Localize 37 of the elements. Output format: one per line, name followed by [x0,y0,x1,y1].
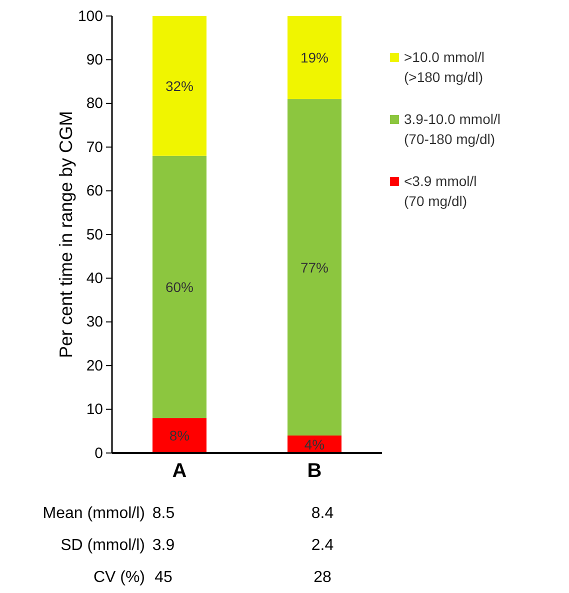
data-label: 77% [300,259,329,276]
y-tick-label: 50 [86,226,103,244]
data-label: 19% [300,50,329,66]
x-tick-label: A [172,460,187,482]
y-tick-label: 10 [86,401,103,418]
text: Mean (mmol/l) [42,505,145,522]
data-label: 32% [165,78,194,94]
bar [152,16,206,156]
legend-label: 3.9-10.0 mmol/l (70-180 mg/dl) [404,111,500,147]
bar [288,16,342,100]
y-tick-label: 20 [86,357,103,374]
bar [152,156,206,418]
text: SD (mmol/l) [60,537,145,554]
x-tick-label: B [307,460,322,482]
bar [288,99,342,436]
y-tick-label: 40 [86,270,103,287]
y-tick-label: 100 [78,8,103,25]
y-tick-label: 30 [86,314,103,331]
data-label: 4% [304,436,325,452]
legend-label: <3.9 mmol/l (70 mg/dl) [404,173,477,209]
y-axis-title: Per cent time in range by CGM [56,110,76,358]
y-tick-label: 70 [86,138,103,156]
text: 45 [154,569,172,586]
text: 2.4 [311,537,334,554]
text: CV (%) [93,569,145,586]
text: 3.9 [152,537,175,554]
bar [152,418,206,453]
y-tick-label: 0 [94,444,103,462]
text: 8.5 [152,505,175,522]
y-tick-label: 90 [86,52,103,68]
text: 8.4 [311,505,334,522]
data-label: 60% [165,278,194,295]
y-tick-label: 80 [86,95,103,112]
data-label: 8% [169,428,190,444]
y-tick-label: 60 [86,182,103,200]
text: 28 [314,569,332,586]
legend-label: >10.0 mmol/l (>180 mg/dl) [404,49,485,85]
